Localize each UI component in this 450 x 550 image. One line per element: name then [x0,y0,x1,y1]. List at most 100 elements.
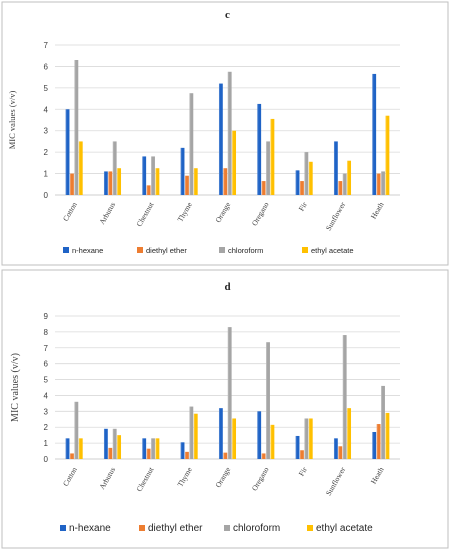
bar-highlight [261,453,263,459]
bar-diethyl-ether-chestnut [146,448,151,459]
bar-highlight [308,418,310,459]
bar-ethyl-acetate-sunflower [347,160,352,195]
bar-n-hexane-orange [218,83,223,195]
bar-diethyl-ether-cotton [70,173,74,195]
bar-n-hexane-heath [372,431,377,459]
bar-highlight [189,93,191,195]
bar-chloroform-arbutus [112,141,117,195]
bar-highlight [223,168,225,195]
bar-highlight [227,71,229,195]
bar-chloroform-fir [304,152,309,195]
bar-highlight [338,446,340,459]
bar-highlight [266,342,268,459]
bar-n-hexane-arbutus [103,171,108,195]
legend-swatch [219,247,225,253]
bar-highlight [270,118,272,195]
bar-highlight [146,185,148,195]
bar-chloroform-fir [304,418,309,459]
chart-title: d [224,281,230,293]
bar-chloroform-cotton [74,401,79,459]
bar-highlight [304,152,306,195]
y-tick-label: 5 [44,376,49,385]
y-tick-label: 2 [44,423,49,432]
bar-diethyl-ether-thyme [185,175,189,195]
bar-diethyl-ether-arbutus [108,447,113,459]
legend-swatch [137,247,143,253]
bar-n-hexane-thyme [180,442,185,459]
bar-highlight [338,181,340,195]
bar-n-hexane-cotton [65,438,70,459]
bar-chloroform-heath [381,171,385,195]
y-tick-label: 7 [44,41,49,50]
bar-highlight [151,438,153,459]
bar-highlight [261,181,263,195]
bar-diethyl-ether-orange [223,452,228,459]
bar-highlight [347,408,349,459]
y-tick-label: 8 [44,328,49,337]
bar-highlight [185,175,187,195]
bar-highlight [232,130,234,195]
y-tick-label: 1 [44,170,49,179]
bar-chloroform-chestnut [151,438,155,459]
bar-highlight [108,447,110,459]
bar-highlight [342,335,344,459]
bar-chloroform-cotton [74,60,79,195]
y-axis-label: MIC values (v/v) [7,91,17,150]
bar-highlight [151,156,153,195]
bar-n-hexane-chestnut [142,156,147,195]
legend-label: ethyl acetate [311,246,354,255]
legend-swatch [63,247,69,253]
bar-ethyl-acetate-orange [232,130,237,195]
bar-highlight [142,156,144,195]
bar-n-hexane-orange [218,408,223,459]
bar-highlight [266,141,268,195]
bar-highlight [117,168,119,195]
bar-chloroform-sunflower [342,173,347,195]
bar-highlight [381,171,383,195]
bar-diethyl-ether-cotton [70,453,74,459]
legend-label: n-hexane [69,523,111,534]
legend-swatch [224,525,230,531]
bar-diethyl-ether-heath [376,173,381,195]
legend-swatch [307,525,313,531]
bar-n-hexane-thyme [180,147,185,195]
bar-n-hexane-sunflower [333,141,338,195]
y-tick-label: 1 [44,439,49,448]
y-tick-label: 3 [44,407,49,416]
bar-ethyl-acetate-oregano [270,118,275,195]
bar-ethyl-acetate-oregano [270,424,275,459]
bar-highlight [295,435,297,459]
bar-highlight [227,327,229,459]
bar-ethyl-acetate-arbutus [117,168,122,195]
bar-ethyl-acetate-sunflower [347,408,352,459]
legend-label: ethyl acetate [316,523,373,534]
bar-highlight [193,168,195,195]
bar-highlight [333,141,335,195]
legend-label: chloroform [233,523,280,534]
bar-highlight [146,448,148,459]
legend-swatch [139,525,145,531]
bar-highlight [112,428,114,459]
legend-swatch [60,525,66,531]
legend-swatch [302,247,308,253]
bar-highlight [376,173,378,195]
bar-highlight [185,451,187,459]
bar-diethyl-ether-oregano [261,453,266,459]
bar-ethyl-acetate-chestnut [155,168,160,195]
bar-chloroform-heath [381,385,385,459]
bar-highlight [103,428,105,459]
bar-highlight [108,171,110,195]
bar-chloroform-oregano [266,141,270,195]
bar-chloroform-oregano [266,342,270,459]
bar-chloroform-arbutus [112,428,117,459]
bar-chloroform-thyme [189,93,194,195]
bar-n-hexane-sunflower [333,438,338,459]
bar-highlight [155,168,157,195]
bar-ethyl-acetate-fir [308,161,313,195]
y-tick-label: 3 [44,127,49,136]
bar-highlight [381,385,383,459]
bar-highlight [155,438,157,459]
bar-highlight [385,115,387,195]
